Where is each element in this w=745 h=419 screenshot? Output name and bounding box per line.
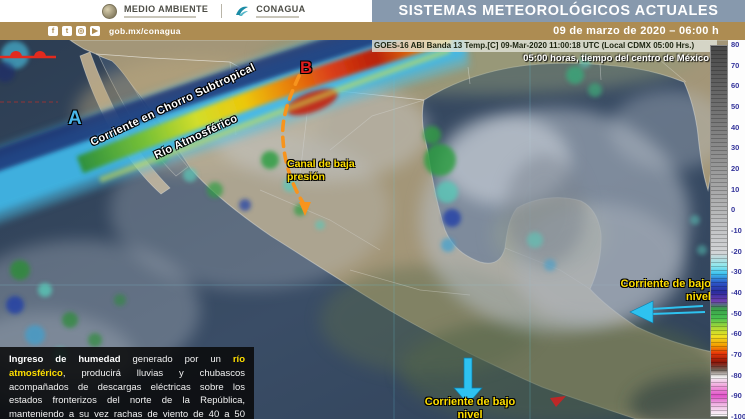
low-level-current-arrow-south [453,357,483,405]
scale-tick-label: 60 [731,81,740,91]
low-level-current-east-label: Corriente de bajo nivel [620,278,711,304]
header: MEDIO AMBIENTE CONAGUA SISTEMAS METEOROL… [0,0,745,22]
scale-tick-label: 10 [731,184,740,194]
warm-front-symbol [0,51,58,103]
map-area: GOES-16 ABI Banda 13 Temp.[C] 09-Mar-202… [0,40,745,419]
gold-bar: f t ◎ ▶ gob.mx/conagua 09 de marzo de 20… [0,22,745,40]
logo-strip: MEDIO AMBIENTE CONAGUA [0,0,372,22]
low-level-current-arrow-east [629,300,706,324]
scale-colorbar [710,45,728,417]
scale-tick-label: 70 [731,60,740,70]
info-text-segment: generado por un [120,354,233,365]
info-text-segment: Ingreso de humedad [9,354,121,365]
conagua-wave-icon [236,6,249,16]
info-text-segment: río atmosférico [9,354,245,379]
info-text-segment: , producirá lluvias y chubascos acompaña… [9,367,245,419]
scale-tick-label: -30 [731,267,742,277]
scale-tick-label: 80 [731,40,740,49]
scale-tick-label: -90 [731,391,742,401]
high-pressure-marker: A [68,108,82,129]
medio-ambiente-logo: MEDIO AMBIENTE [124,3,209,18]
conagua-subtitle-line [256,15,299,18]
logo-divider [221,4,223,18]
low-level-current-south-label: Corriente de bajo nivel [424,396,516,419]
scale-tick-label: 20 [731,164,740,173]
scale-tick-label: 30 [731,143,740,153]
date-line: 09 de marzo de 2020 – 06:00 h [553,25,719,37]
medio-ambiente-label: MEDIO AMBIENTE [124,3,209,14]
social-links: f t ◎ ▶ gob.mx/conagua [0,26,181,36]
satellite-map [0,40,745,419]
low-pressure-marker: B [300,58,313,77]
scale-tick-label: 50 [731,102,740,111]
facebook-icon[interactable]: f [48,26,58,36]
instagram-icon[interactable]: ◎ [76,26,86,36]
front-triangle-marker [550,396,566,407]
scale-tick-label: -100 [731,412,745,419]
satellite-caption: GOES-16 ABI Banda 13 Temp.[C] 09-Mar-202… [372,40,717,52]
scale-tick-label: 0 [731,205,736,215]
scale-tick-label: 40 [731,122,740,132]
conagua-label: CONAGUA [256,3,306,14]
scale-background [728,40,745,419]
youtube-icon[interactable]: ▶ [90,26,100,36]
temperature-scale: 80 70 60 50 40 30 20 10 0 -10 -20 -30 -40 -50 -60 -70 -8… [708,40,745,419]
low-pressure-channel-line [280,74,311,216]
conagua-logo: CONAGUA [256,3,306,18]
medio-ambiente-subtitle-line [124,15,197,18]
scale-tick-label: -70 [731,350,742,359]
scale-tick-label: -40 [731,288,742,297]
local-time-note: 05:00 horas, tiempo del centro de México [523,53,709,64]
scale-tick-label: -80 [731,370,742,380]
scale-tick-label: -60 [731,329,742,339]
social-handle[interactable]: gob.mx/conagua [109,26,181,36]
title-band: SISTEMAS METEOROLÓGICOS ACTUALES [372,0,745,22]
forecast-info-box: Ingreso de humedad generado por un río a… [0,347,254,419]
scale-tick-label: -20 [731,246,742,256]
low-pressure-channel-label: Canal de baja presión [287,158,355,183]
medio-ambiente-seal-icon [102,3,117,19]
scale-tick-label: -10 [731,226,742,235]
scale-tick-label: -50 [731,308,742,318]
page-title: SISTEMAS METEOROLÓGICOS ACTUALES [398,3,719,19]
jet-stream-band [0,40,471,223]
twitter-icon[interactable]: t [62,26,72,36]
